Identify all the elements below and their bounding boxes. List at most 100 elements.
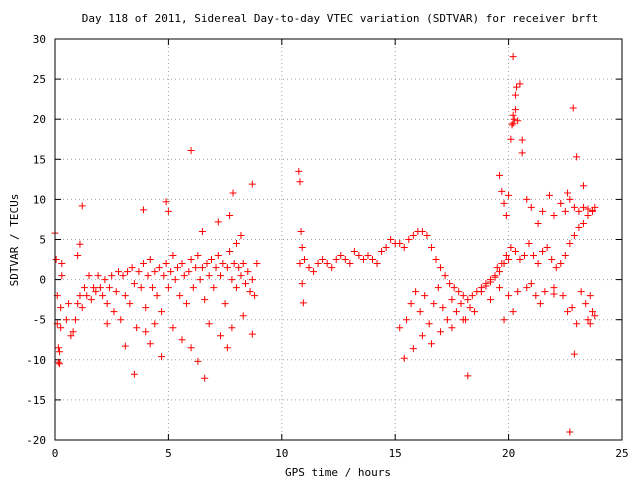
data-point xyxy=(74,300,82,308)
data-point xyxy=(439,304,447,312)
data-point xyxy=(573,320,581,328)
data-point xyxy=(496,268,504,276)
data-point xyxy=(205,272,213,280)
data-point xyxy=(251,292,259,300)
data-point xyxy=(566,428,574,436)
data-point xyxy=(71,316,79,324)
y-tick-label: 0 xyxy=(39,274,46,287)
data-point xyxy=(548,256,556,264)
data-point xyxy=(341,256,349,264)
data-point xyxy=(187,344,195,352)
data-point xyxy=(297,227,305,235)
data-point xyxy=(437,328,445,336)
data-point xyxy=(486,296,494,304)
data-point xyxy=(471,308,479,316)
y-tick-label: -10 xyxy=(26,354,46,367)
data-point xyxy=(115,268,123,276)
data-point xyxy=(448,296,456,304)
data-point xyxy=(173,264,181,272)
data-point xyxy=(557,199,565,207)
data-point xyxy=(511,91,519,99)
data-point xyxy=(299,299,307,307)
data-point xyxy=(568,304,576,312)
data-point xyxy=(505,256,513,264)
data-point xyxy=(557,260,565,268)
data-point xyxy=(65,300,73,308)
data-point xyxy=(310,268,318,276)
y-tick-label: 15 xyxy=(33,153,46,166)
data-point xyxy=(396,324,404,332)
data-point xyxy=(244,268,252,276)
data-point xyxy=(248,330,256,338)
data-point xyxy=(155,264,163,272)
data-point xyxy=(253,260,261,268)
chart-title: Day 118 of 2011, Sidereal Day-to-day VTE… xyxy=(82,12,599,25)
data-point xyxy=(541,288,549,296)
data-point xyxy=(505,292,513,300)
data-point xyxy=(427,244,435,252)
x-axis-label: GPS time / hours xyxy=(285,466,391,479)
data-point xyxy=(153,292,161,300)
data-point xyxy=(584,205,592,213)
data-point xyxy=(382,244,390,252)
data-point xyxy=(110,308,118,316)
data-point xyxy=(248,180,256,188)
data-point xyxy=(69,328,77,336)
data-point xyxy=(511,106,519,114)
data-point xyxy=(78,202,86,210)
data-point xyxy=(387,236,395,243)
data-point xyxy=(223,264,231,272)
data-point xyxy=(57,304,65,312)
data-point xyxy=(550,284,558,292)
data-point xyxy=(137,284,145,292)
y-tick-label: 5 xyxy=(39,234,46,247)
data-point xyxy=(205,320,213,328)
data-point xyxy=(121,342,129,350)
data-point xyxy=(167,268,175,276)
data-point xyxy=(124,268,132,276)
data-point xyxy=(158,353,166,361)
data-point xyxy=(103,320,111,328)
data-point xyxy=(364,252,372,260)
data-point xyxy=(142,328,150,336)
data-point xyxy=(584,316,592,324)
data-point xyxy=(239,260,247,268)
data-point xyxy=(457,300,465,308)
data-point xyxy=(527,280,535,288)
data-point xyxy=(74,252,82,260)
data-point xyxy=(346,260,354,268)
data-point xyxy=(332,256,340,264)
data-point xyxy=(561,252,569,260)
data-point xyxy=(217,272,225,280)
data-point xyxy=(58,272,66,280)
data-point xyxy=(505,191,513,199)
data-point xyxy=(158,308,166,316)
data-point xyxy=(183,300,191,308)
data-point xyxy=(534,219,542,227)
data-point xyxy=(534,260,542,268)
data-point xyxy=(112,288,120,296)
data-point xyxy=(235,264,243,272)
data-point xyxy=(56,360,64,368)
data-point xyxy=(298,244,306,252)
data-point xyxy=(523,284,531,292)
data-point xyxy=(139,206,147,214)
axis-ticks: 0 5 10 15 20 25 -20 -15 -10 -5 0 5 10 15 20 25 30 xyxy=(26,33,629,460)
data-point xyxy=(513,83,521,91)
data-point xyxy=(228,276,236,284)
data-point xyxy=(139,260,147,268)
data-point xyxy=(564,308,572,316)
y-tick-label: 25 xyxy=(33,73,46,86)
data-point xyxy=(133,324,141,332)
data-point xyxy=(314,260,322,268)
data-point xyxy=(169,252,177,260)
data-point xyxy=(396,240,404,248)
data-points xyxy=(51,53,599,436)
data-point xyxy=(493,264,501,272)
data-point xyxy=(198,264,206,272)
data-point xyxy=(418,227,426,235)
data-point xyxy=(214,218,222,226)
data-point xyxy=(57,324,65,332)
data-point xyxy=(486,278,494,286)
